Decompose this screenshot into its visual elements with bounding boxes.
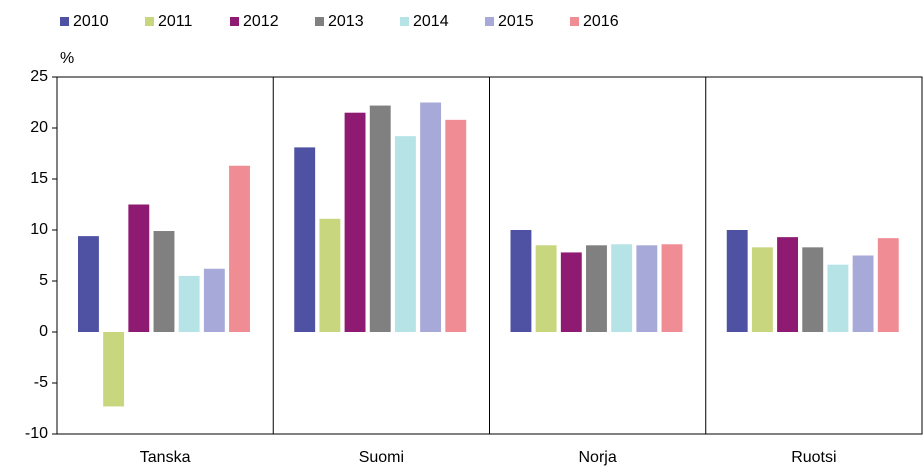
x-tick-label: Norja: [579, 449, 617, 466]
bar: [203, 268, 225, 332]
bar: [128, 204, 150, 332]
x-tick-label: Suomi: [359, 449, 404, 466]
legend-swatch: [230, 17, 239, 26]
legend-label: 2011: [158, 13, 193, 30]
bar: [751, 247, 773, 332]
bar: [777, 237, 799, 332]
bar: [369, 105, 391, 332]
bar: [726, 230, 748, 332]
y-axis-label: %: [60, 50, 74, 67]
y-tick-label: 0: [39, 323, 48, 340]
bar: [420, 102, 442, 332]
bar: [294, 147, 316, 332]
y-tick-label: -10: [25, 425, 48, 442]
bar: [611, 244, 633, 332]
legend-swatch: [570, 17, 579, 26]
legend-label: 2015: [498, 13, 534, 30]
bar: [802, 247, 824, 332]
legend-label: 2013: [328, 13, 364, 30]
y-tick-label: -5: [34, 374, 48, 391]
bar: [535, 245, 557, 332]
y-tick-label: 5: [39, 272, 48, 289]
legend-swatch: [315, 17, 324, 26]
y-tick-label: 25: [30, 68, 48, 85]
bar: [560, 252, 582, 332]
bar: [852, 255, 874, 332]
bar: [178, 275, 200, 332]
bar: [394, 136, 416, 332]
x-tick-label: Ruotsi: [791, 449, 836, 466]
legend-swatch: [145, 17, 154, 26]
bar: [153, 231, 175, 332]
bar: [586, 245, 607, 332]
legend-label: 2014: [413, 13, 449, 30]
legend-swatch: [485, 17, 494, 26]
legend-label: 2010: [73, 13, 109, 30]
bar: [827, 264, 849, 332]
legend-swatch: [400, 17, 409, 26]
bar: [445, 119, 467, 332]
bar: [103, 332, 125, 407]
legend-label: 2012: [243, 13, 279, 30]
y-tick-label: 10: [30, 221, 48, 238]
bar: [78, 236, 99, 332]
legend-swatch: [60, 17, 69, 26]
y-tick-label: 20: [30, 119, 48, 136]
bar: [510, 230, 532, 332]
bar: [661, 244, 683, 332]
bar: [344, 112, 366, 332]
bar: [877, 238, 899, 332]
legend-label: 2016: [583, 13, 619, 30]
x-tick-label: Tanska: [140, 449, 191, 466]
bar: [636, 245, 658, 332]
bar: [229, 165, 250, 332]
bar: [319, 218, 341, 332]
y-tick-label: 15: [30, 170, 48, 187]
